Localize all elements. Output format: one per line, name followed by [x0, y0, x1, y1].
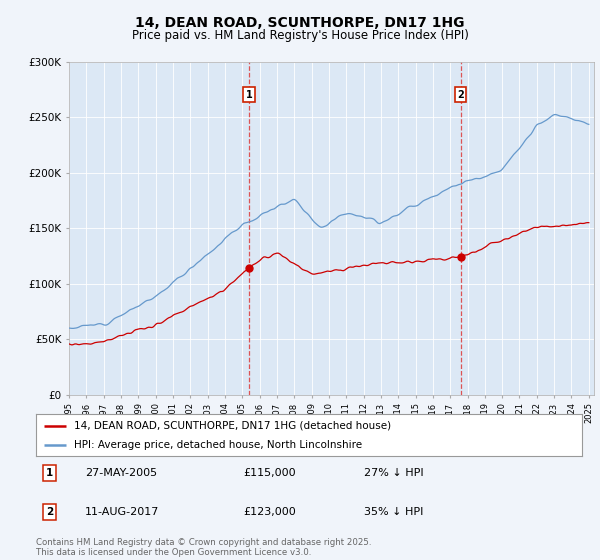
Text: 14, DEAN ROAD, SCUNTHORPE, DN17 1HG: 14, DEAN ROAD, SCUNTHORPE, DN17 1HG: [135, 16, 465, 30]
Text: 14, DEAN ROAD, SCUNTHORPE, DN17 1HG (detached house): 14, DEAN ROAD, SCUNTHORPE, DN17 1HG (det…: [74, 421, 391, 431]
Text: Price paid vs. HM Land Registry's House Price Index (HPI): Price paid vs. HM Land Registry's House …: [131, 29, 469, 42]
Text: £123,000: £123,000: [244, 507, 296, 517]
Text: HPI: Average price, detached house, North Lincolnshire: HPI: Average price, detached house, Nort…: [74, 440, 362, 450]
Text: £115,000: £115,000: [244, 468, 296, 478]
Text: 1: 1: [46, 468, 53, 478]
Text: 1: 1: [245, 90, 252, 100]
Text: 11-AUG-2017: 11-AUG-2017: [85, 507, 160, 517]
Text: 35% ↓ HPI: 35% ↓ HPI: [364, 507, 423, 517]
Text: 27% ↓ HPI: 27% ↓ HPI: [364, 468, 423, 478]
Text: Contains HM Land Registry data © Crown copyright and database right 2025.
This d: Contains HM Land Registry data © Crown c…: [36, 538, 371, 557]
Text: 27-MAY-2005: 27-MAY-2005: [85, 468, 157, 478]
Text: 2: 2: [46, 507, 53, 517]
Text: 2: 2: [457, 90, 464, 100]
